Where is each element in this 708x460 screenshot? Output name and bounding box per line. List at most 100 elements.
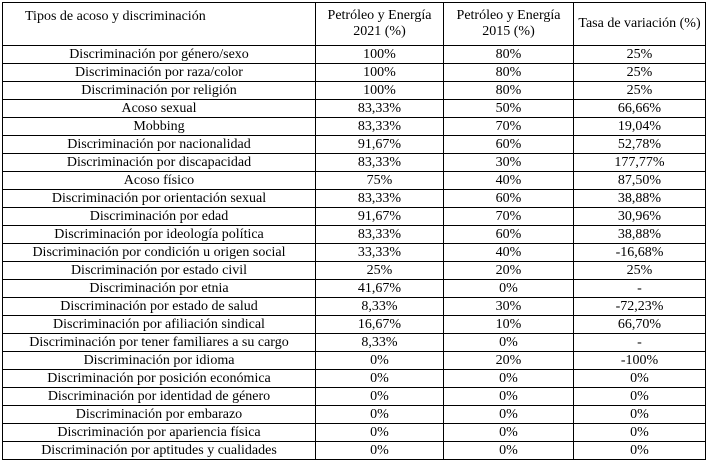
table-row: Discriminación por estado civil 25% 20% 25% (2, 261, 706, 280)
cell: 0% (573, 387, 706, 406)
table-row: Discriminación por género/sexo 100% 80% 25% (2, 45, 706, 64)
cell: 40% (443, 243, 574, 262)
cell: 0% (443, 441, 574, 460)
cell: 0% (443, 405, 574, 424)
table-row: Acoso sexual 83,33% 50% 66,66% (2, 99, 706, 118)
cell: 177,77% (573, 153, 706, 172)
table-row: Acoso físico 75% 40% 87,50% (2, 171, 706, 190)
header-cell: Tasa de variación (%) (573, 2, 706, 46)
row-label: Discriminación por embarazo (2, 405, 316, 424)
row-label: Discriminación por religión (2, 81, 316, 100)
table-row: Discriminación por ideología política 83,… (2, 225, 706, 244)
table-body: Discriminación por género/sexo 100% 80% 25%… (2, 45, 706, 460)
cell: 33,33% (315, 243, 444, 262)
row-label: Discriminación por identidad de género (2, 387, 316, 406)
cell: 25% (573, 63, 706, 82)
table-row: Discriminación por apariencia física 0% 0%… (2, 423, 706, 442)
cell: 60% (443, 135, 574, 154)
row-label: Acoso físico (2, 171, 316, 190)
cell: 80% (443, 63, 574, 82)
cell: -72,23% (573, 297, 706, 316)
cell: - (573, 333, 706, 352)
cell: 16,67% (315, 315, 444, 334)
cell: 52,78% (573, 135, 706, 154)
row-label: Mobbing (2, 117, 316, 136)
cell: 40% (443, 171, 574, 190)
cell: 100% (315, 81, 444, 100)
cell: 30% (443, 153, 574, 172)
cell: 100% (315, 45, 444, 64)
row-label: Discriminación por estado de salud (2, 297, 316, 316)
row-label: Discriminación por condición u origen so… (2, 243, 316, 262)
cell: 0% (315, 369, 444, 388)
table-row: Discriminación por identidad de género 0%… (2, 387, 706, 406)
cell: -100% (573, 351, 706, 370)
cell: 0% (573, 441, 706, 460)
cell: 25% (315, 261, 444, 280)
row-label: Discriminación por afiliación sindical (2, 315, 316, 334)
cell: 20% (443, 261, 574, 280)
table-row: Discriminación por idioma 0% 20% -100% (2, 351, 706, 370)
table-row: Discriminación por nacionalidad 91,67% 60%… (2, 135, 706, 154)
cell: 0% (315, 423, 444, 442)
header-cell: Petróleo y Energía 2015 (%) (443, 2, 574, 46)
row-label: Discriminación por raza/color (2, 63, 316, 82)
table-row: Mobbing 83,33% 70% 19,04% (2, 117, 706, 136)
cell: 60% (443, 225, 574, 244)
table-row: Discriminación por condición u origen so… (2, 243, 706, 262)
cell: 50% (443, 99, 574, 118)
table-row: Discriminación por afiliación sindical 16… (2, 315, 706, 334)
cell: 70% (443, 207, 574, 226)
cell: 70% (443, 117, 574, 136)
cell: - (573, 279, 706, 298)
cell: 83,33% (315, 117, 444, 136)
row-label: Discriminación por género/sexo (2, 45, 316, 64)
cell: 91,67% (315, 135, 444, 154)
cell: 0% (315, 387, 444, 406)
table-row: Discriminación por raza/color 100% 80% 25% (2, 63, 706, 82)
cell: 10% (443, 315, 574, 334)
cell: 8,33% (315, 333, 444, 352)
row-label: Discriminación por estado civil (2, 261, 316, 280)
table-row: Discriminación por discapacidad 83,33% 30%… (2, 153, 706, 172)
row-label: Discriminación por ideología política (2, 225, 316, 244)
cell: 0% (443, 333, 574, 352)
cell: 60% (443, 189, 574, 208)
cell: 0% (315, 441, 444, 460)
row-label: Discriminación por tener familiares a su… (2, 333, 316, 352)
cell: 0% (315, 351, 444, 370)
cell: 0% (443, 369, 574, 388)
row-label: Discriminación por discapacidad (2, 153, 316, 172)
cell: 30% (443, 297, 574, 316)
cell: 25% (573, 81, 706, 100)
row-label: Discriminación por etnia (2, 279, 316, 298)
table-row: Discriminación por orientación sexual 83,… (2, 189, 706, 208)
cell: 0% (573, 369, 706, 388)
cell: 83,33% (315, 225, 444, 244)
cell: 87,50% (573, 171, 706, 190)
cell: 30,96% (573, 207, 706, 226)
cell: 66,70% (573, 315, 706, 334)
cell: 38,88% (573, 225, 706, 244)
table-row: Discriminación por estado de salud 8,33% 3… (2, 297, 706, 316)
row-label: Discriminación por orientación sexual (2, 189, 316, 208)
header-cell: Petróleo y Energía 2021 (%) (315, 2, 444, 46)
header-row: Tipos de acoso y discriminación Petróleo … (2, 2, 706, 46)
table-row: Discriminación por embarazo 0% 0% 0% (2, 405, 706, 424)
cell: 83,33% (315, 189, 444, 208)
row-label: Discriminación por nacionalidad (2, 135, 316, 154)
row-label: Acoso sexual (2, 99, 316, 118)
cell: 0% (443, 423, 574, 442)
row-label: Discriminación por idioma (2, 351, 316, 370)
cell: 0% (573, 423, 706, 442)
row-label: Discriminación por aptitudes y cualidade… (2, 441, 316, 460)
table-row: Discriminación por posición económica 0% 0… (2, 369, 706, 388)
cell: 80% (443, 45, 574, 64)
row-label: Discriminación por posición económica (2, 369, 316, 388)
row-label: Discriminación por edad (2, 207, 316, 226)
cell: 75% (315, 171, 444, 190)
cell: 100% (315, 63, 444, 82)
cell: 41,67% (315, 279, 444, 298)
